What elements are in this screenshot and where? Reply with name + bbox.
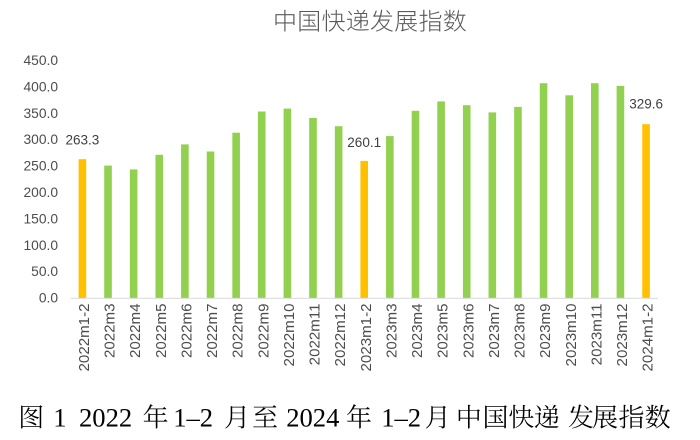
svg-text:2022m9: 2022m9 (255, 304, 272, 359)
svg-text:50.0: 50.0 (31, 264, 58, 279)
svg-text:2022: 2022 (79, 403, 132, 433)
svg-text:1–2: 1–2 (381, 403, 421, 433)
svg-text:260.1: 260.1 (347, 135, 381, 150)
svg-text:2022m3: 2022m3 (102, 304, 119, 359)
svg-text:2023m10: 2023m10 (563, 304, 580, 367)
svg-text:300.0: 300.0 (23, 132, 58, 147)
svg-text:2022m5: 2022m5 (153, 304, 170, 359)
svg-text:2022m11: 2022m11 (307, 304, 324, 366)
svg-text:2022m10: 2022m10 (281, 304, 298, 367)
svg-text:329.6: 329.6 (629, 97, 663, 112)
svg-text:1–2: 1–2 (173, 403, 213, 433)
svg-text:2024: 2024 (286, 403, 339, 433)
svg-text:2022m12: 2022m12 (332, 304, 349, 367)
svg-text:2023m1-2: 2023m1-2 (358, 304, 375, 372)
svg-text:2022m6: 2022m6 (179, 304, 196, 359)
svg-text:263.3: 263.3 (66, 133, 100, 148)
svg-text:2023m5: 2023m5 (435, 304, 452, 359)
svg-text:2023m3: 2023m3 (384, 304, 401, 359)
svg-text:150.0: 150.0 (23, 211, 58, 226)
svg-text:100.0: 100.0 (23, 238, 58, 253)
svg-text:2022m7: 2022m7 (204, 304, 221, 359)
svg-text:2022m1-2: 2022m1-2 (76, 304, 93, 372)
svg-text:1: 1 (53, 403, 66, 433)
svg-text:450.0: 450.0 (23, 53, 58, 68)
svg-text:2022m4: 2022m4 (127, 304, 144, 359)
svg-text:200.0: 200.0 (23, 185, 58, 200)
svg-text:2023m8: 2023m8 (512, 304, 529, 359)
svg-text:2023m6: 2023m6 (460, 304, 477, 359)
svg-text:350.0: 350.0 (23, 106, 58, 121)
svg-text:2022m8: 2022m8 (230, 304, 247, 359)
svg-text:2023m7: 2023m7 (486, 304, 503, 359)
svg-text:2023m9: 2023m9 (537, 304, 554, 359)
svg-text:2023m4: 2023m4 (409, 304, 426, 359)
svg-text:2023m12: 2023m12 (614, 304, 631, 367)
svg-text:0.0: 0.0 (39, 291, 59, 306)
svg-text:400.0: 400.0 (23, 79, 58, 94)
svg-text:250.0: 250.0 (23, 159, 58, 174)
svg-text:2024m1-2: 2024m1-2 (640, 304, 657, 372)
svg-text:2023m11: 2023m11 (588, 304, 605, 366)
